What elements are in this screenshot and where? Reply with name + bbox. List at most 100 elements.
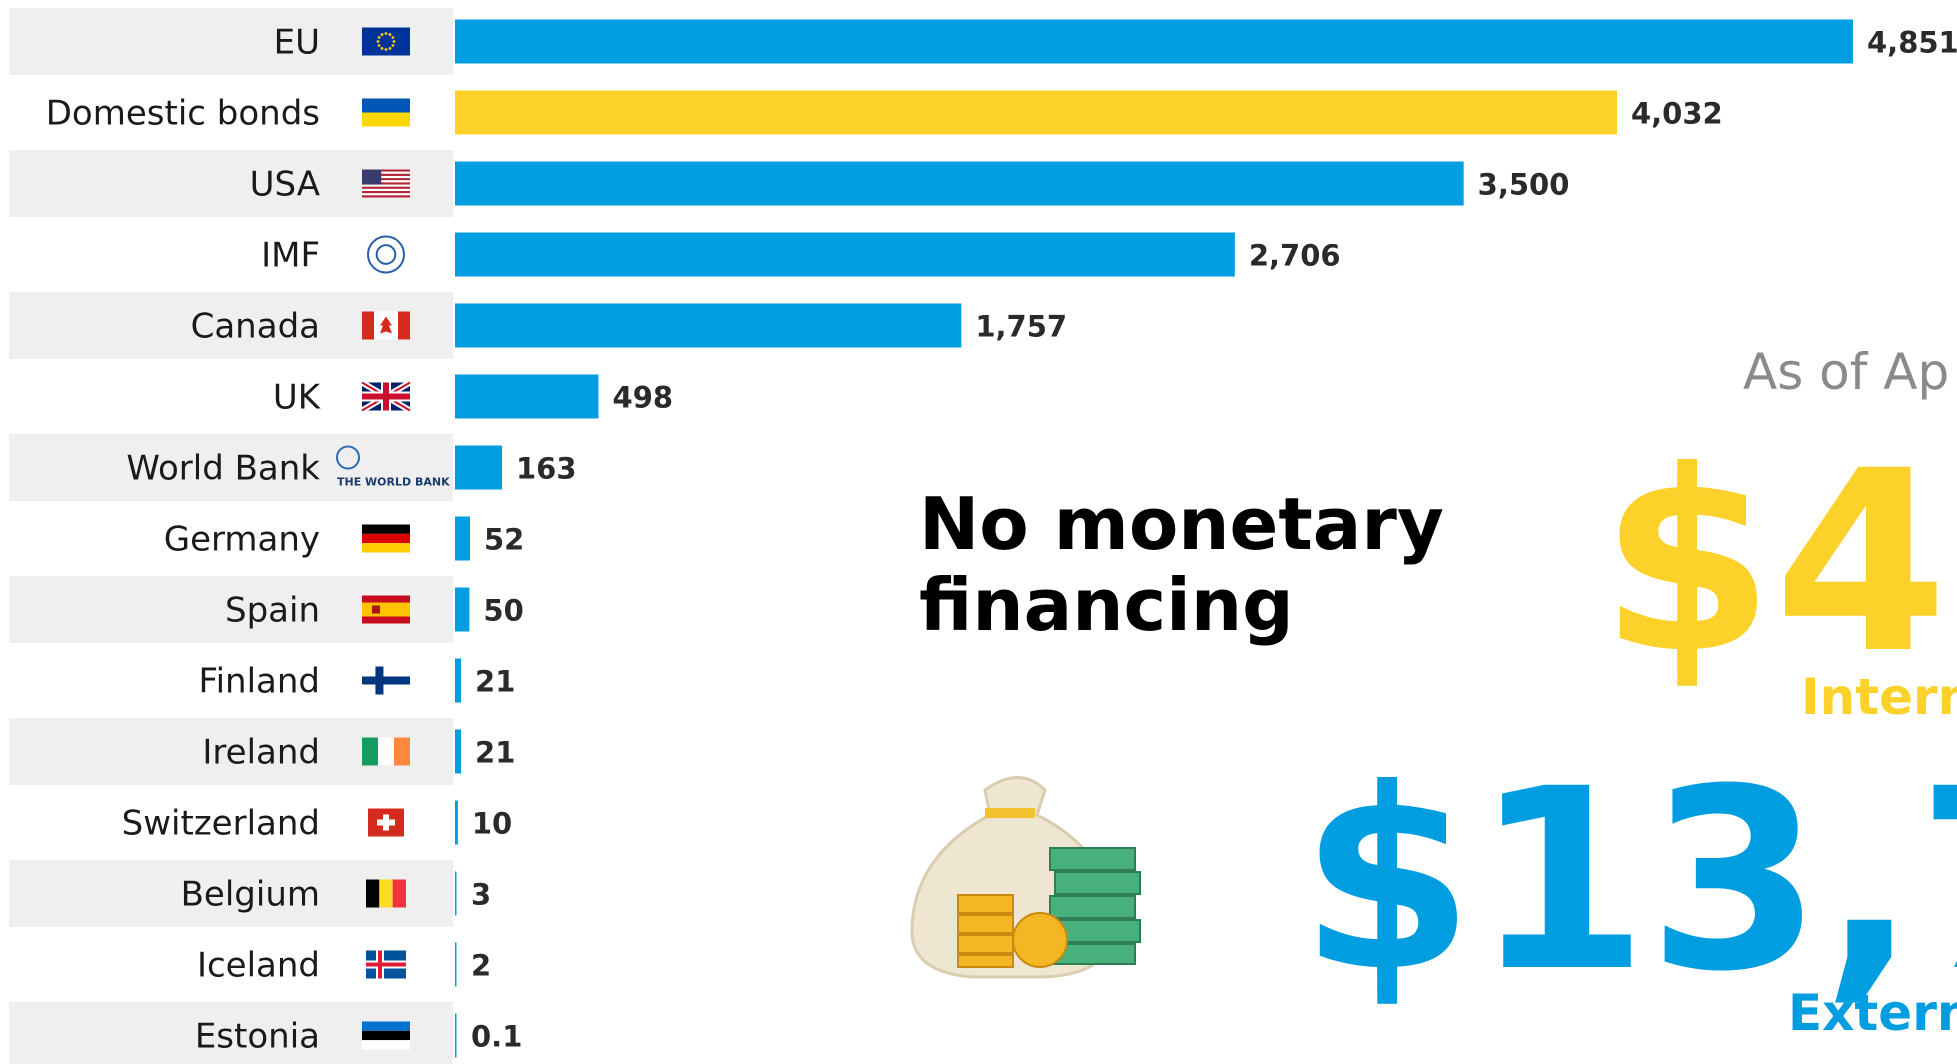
flag-part	[362, 186, 410, 189]
flag-part	[362, 182, 410, 185]
external-label: Extern	[1788, 984, 1957, 1042]
flag-part	[376, 40, 380, 43]
flag-part	[375, 244, 397, 265]
flag-part	[378, 737, 394, 766]
flag-part	[362, 533, 410, 544]
flag-part	[362, 676, 410, 685]
flag-part	[362, 27, 410, 56]
flag-part	[398, 311, 410, 340]
flag-part	[362, 193, 410, 196]
flag	[366, 879, 406, 908]
flag-part	[362, 737, 378, 766]
row-band	[9, 434, 453, 501]
category-label: Iceland	[197, 946, 320, 986]
value-label: 10	[472, 807, 512, 841]
flag-part	[391, 36, 395, 39]
flag	[362, 27, 410, 56]
bar	[455, 1013, 457, 1058]
flag	[362, 737, 410, 766]
flag-part	[377, 44, 381, 47]
category-label: IMF	[261, 236, 320, 276]
value-label: 0.1	[471, 1020, 522, 1054]
flag-part	[380, 47, 384, 50]
bar	[455, 800, 458, 845]
flag-part	[362, 1021, 410, 1031]
flag-part	[362, 188, 410, 192]
internal-amount: $4	[1600, 417, 1948, 708]
bar	[455, 232, 1235, 277]
flag-part	[336, 445, 360, 470]
flag-part	[379, 879, 393, 908]
flag-part	[377, 36, 381, 39]
value-label: 1,757	[975, 310, 1067, 344]
flag-part	[391, 44, 395, 47]
category-label: Switzerland	[122, 804, 320, 844]
category-label: World Bank	[126, 449, 320, 489]
value-label: 3,500	[1478, 168, 1570, 202]
flag-part	[362, 311, 374, 340]
category-label: Germany	[164, 520, 320, 560]
category-label: Belgium	[181, 875, 320, 915]
value-label: 163	[516, 452, 577, 486]
flag-part	[362, 180, 410, 183]
flag-part	[362, 1040, 410, 1050]
bar	[455, 942, 457, 987]
logo-text: THE WORLD BANK	[337, 476, 450, 489]
as-of-note: As of Ap	[1743, 343, 1949, 401]
flag-part	[372, 605, 380, 614]
bar	[455, 90, 1617, 135]
flag-part	[362, 184, 410, 187]
value-label: 498	[613, 381, 674, 415]
flag: THE WORLD BANK	[336, 445, 450, 489]
flag	[362, 1021, 410, 1050]
flag-part	[366, 879, 380, 908]
category-label: Finland	[199, 662, 321, 702]
flag-part	[362, 1030, 410, 1041]
flag-part	[367, 235, 405, 274]
category-label: Estonia	[195, 1017, 320, 1057]
flag-part	[392, 40, 396, 43]
value-label: 2	[471, 949, 491, 983]
bar	[455, 658, 462, 703]
category-label: Canada	[191, 307, 320, 347]
headline: financing	[919, 563, 1294, 647]
flag-part	[388, 33, 392, 36]
category-label: Domestic bonds	[46, 94, 320, 134]
flag	[366, 950, 406, 979]
flag-part	[392, 879, 406, 908]
flag-part	[362, 191, 410, 194]
value-label: 50	[483, 594, 523, 628]
category-label: Spain	[225, 591, 320, 631]
value-label: 52	[484, 523, 524, 557]
value-label: 3	[471, 878, 491, 912]
flag	[362, 169, 410, 198]
bar	[455, 516, 470, 561]
internal-label: Intern	[1801, 668, 1957, 726]
bar	[455, 303, 962, 348]
flag	[367, 235, 405, 274]
flag-part	[384, 48, 388, 51]
external-amount: $13,7	[1300, 735, 1957, 1026]
bar	[455, 161, 1464, 206]
money-illustration	[910, 776, 1141, 979]
bar	[455, 19, 1853, 64]
headline: No monetary	[919, 482, 1444, 566]
bar-chart: EU 4,851 Domestic bonds 4,032 USA 3,500 IMF 2,7…	[9, 8, 1957, 1064]
category-label: USA	[250, 165, 320, 205]
flag-part	[366, 962, 406, 967]
value-label: 2,706	[1249, 239, 1341, 273]
flag-part	[362, 178, 410, 181]
flag-part	[384, 32, 388, 35]
flag-part	[362, 393, 410, 400]
flag	[368, 808, 404, 837]
flag	[362, 524, 410, 553]
bar	[455, 871, 457, 916]
category-label: Ireland	[202, 733, 320, 773]
value-label: 4,032	[1631, 97, 1723, 131]
value-label: 21	[475, 665, 515, 699]
flag-part	[362, 173, 410, 176]
flag-part	[377, 819, 395, 826]
bar	[455, 587, 470, 632]
